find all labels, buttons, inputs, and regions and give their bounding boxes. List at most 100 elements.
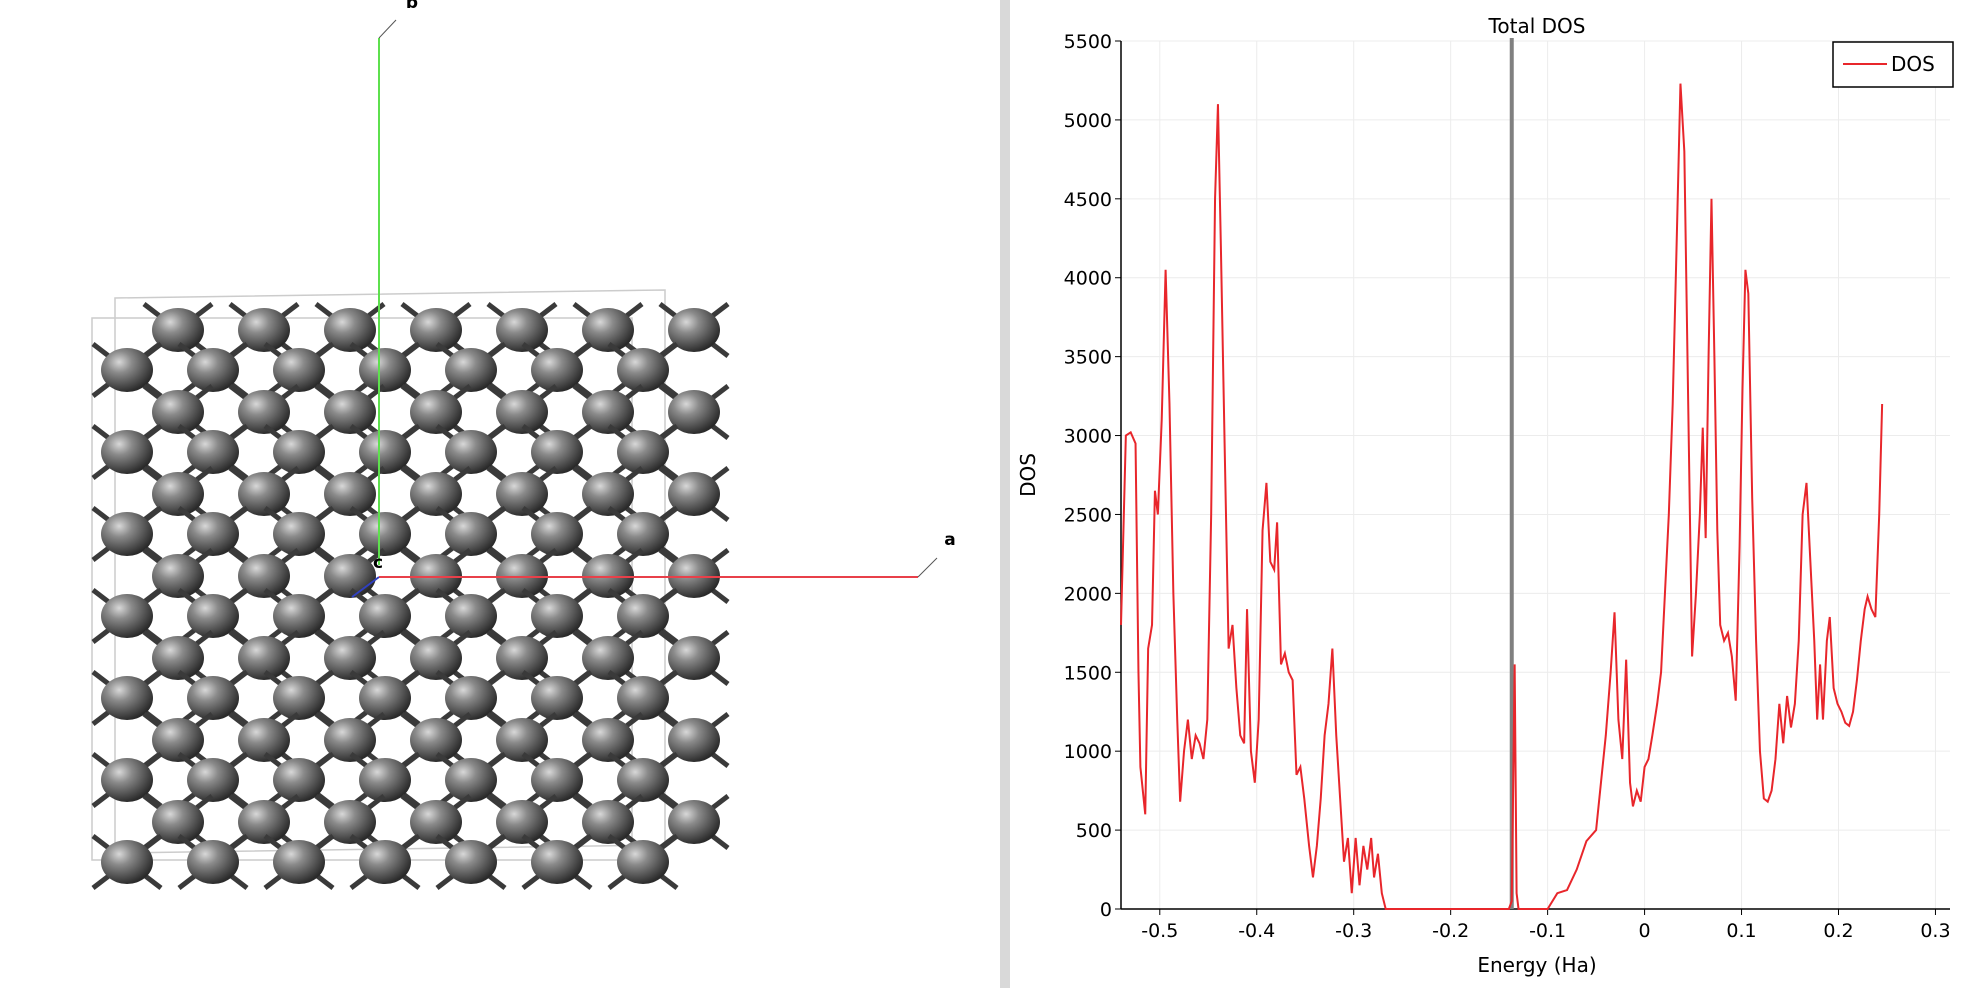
atom	[410, 636, 462, 680]
atom	[445, 840, 497, 884]
axis-label-a: a	[944, 530, 955, 550]
atom	[410, 800, 462, 844]
atom	[445, 594, 497, 638]
splitter[interactable]	[1000, 0, 1010, 988]
y-tick-label: 3000	[1064, 426, 1112, 448]
atom	[531, 348, 583, 392]
y-axis-label: DOS	[1016, 453, 1040, 497]
atom	[187, 758, 239, 802]
atom	[668, 472, 720, 516]
atom	[273, 840, 325, 884]
atom	[359, 348, 411, 392]
x-tick-label: 0.3	[1920, 920, 1950, 942]
y-tick-label: 5500	[1064, 31, 1112, 53]
atom	[238, 390, 290, 434]
atom	[324, 718, 376, 762]
atom	[324, 554, 376, 598]
chart-panel	[1010, 0, 1986, 988]
atom	[359, 676, 411, 720]
atom	[668, 636, 720, 680]
atom	[496, 800, 548, 844]
atom	[410, 472, 462, 516]
atom	[152, 800, 204, 844]
atom	[617, 512, 669, 556]
legend[interactable]: DOS	[1832, 41, 1954, 88]
atom	[668, 800, 720, 844]
atom	[238, 308, 290, 352]
atom	[238, 800, 290, 844]
atom	[101, 840, 153, 884]
legend-label: DOS	[1891, 52, 1935, 76]
atom	[101, 512, 153, 556]
x-tick-label: 0	[1639, 920, 1651, 942]
chart-title: Total DOS	[1488, 14, 1586, 38]
atom	[152, 554, 204, 598]
atom	[238, 554, 290, 598]
atom	[410, 718, 462, 762]
atom	[324, 472, 376, 516]
axis-label-c: c	[373, 553, 383, 573]
x-tick-label: -0.1	[1529, 920, 1566, 942]
x-tick-label: -0.2	[1432, 920, 1469, 942]
atom	[238, 472, 290, 516]
atom	[273, 348, 325, 392]
atom	[531, 430, 583, 474]
atom	[359, 758, 411, 802]
atom	[617, 676, 669, 720]
atom	[152, 472, 204, 516]
atom	[101, 430, 153, 474]
crystal	[91, 289, 730, 890]
atom	[445, 348, 497, 392]
atom	[359, 594, 411, 638]
atom	[531, 676, 583, 720]
y-tick-label: 0	[1100, 899, 1112, 921]
b-leader	[378, 19, 397, 39]
atom	[582, 308, 634, 352]
atom	[187, 430, 239, 474]
atom	[101, 594, 153, 638]
x-tick-label: 0.1	[1726, 920, 1756, 942]
atom	[187, 512, 239, 556]
axis-label-b: b	[406, 0, 418, 13]
atom	[617, 840, 669, 884]
y-tick-label: 500	[1076, 820, 1112, 842]
y-tick-label: 1000	[1064, 741, 1112, 763]
atom	[187, 840, 239, 884]
atom	[238, 636, 290, 680]
atom	[668, 718, 720, 762]
y-tick-label: 5000	[1064, 110, 1112, 132]
x-tick-label: 0.2	[1823, 920, 1853, 942]
y-tick-label: 1500	[1064, 662, 1112, 684]
atom	[668, 308, 720, 352]
atom	[531, 594, 583, 638]
atom	[582, 472, 634, 516]
atom	[152, 308, 204, 352]
atom	[445, 430, 497, 474]
y-tick-label: 3500	[1064, 347, 1112, 369]
atom	[668, 390, 720, 434]
atom	[410, 390, 462, 434]
atom	[273, 594, 325, 638]
atom	[324, 636, 376, 680]
atom	[187, 348, 239, 392]
atom	[359, 840, 411, 884]
y-tick-label: 2500	[1064, 504, 1112, 526]
x-axis-label: Energy (Ha)	[1477, 953, 1596, 977]
atom	[410, 308, 462, 352]
x-tick-label: -0.4	[1238, 920, 1275, 942]
atom	[273, 758, 325, 802]
atom	[617, 594, 669, 638]
atom	[273, 430, 325, 474]
atom	[324, 800, 376, 844]
atom	[531, 758, 583, 802]
y-tick-label: 2000	[1064, 583, 1112, 605]
atom	[496, 390, 548, 434]
atom	[496, 308, 548, 352]
atom	[582, 718, 634, 762]
atom	[445, 676, 497, 720]
atom	[152, 390, 204, 434]
atom	[445, 758, 497, 802]
atom	[359, 512, 411, 556]
y-tick-label: 4000	[1064, 268, 1112, 290]
